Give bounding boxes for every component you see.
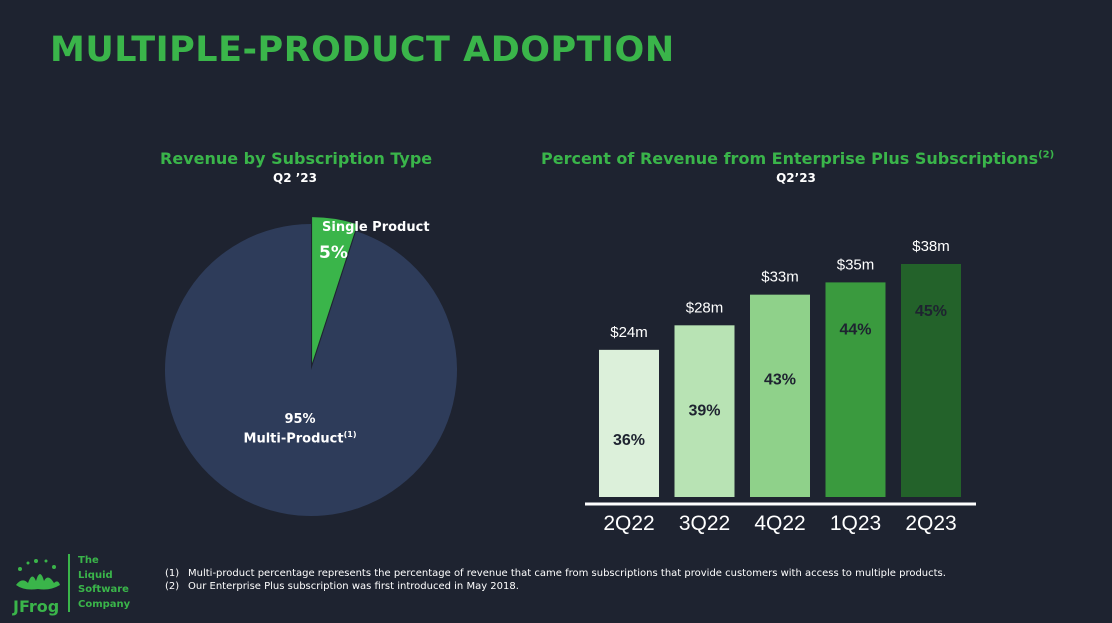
- x-tick-label: 2Q23: [905, 512, 956, 535]
- bar-value-label: $35m: [837, 256, 875, 273]
- tagline-line: Company: [78, 598, 131, 610]
- bar-chart-title-footnote: (2): [1038, 149, 1055, 161]
- footnote-1: (1) Multi-product percentage represents …: [165, 567, 946, 580]
- bar-value-label: $28m: [686, 299, 724, 316]
- pie-chart-title: Revenue by Subscription Type: [160, 149, 433, 168]
- bar-percent-label: 45%: [915, 303, 947, 320]
- bar-2Q22: [599, 349, 659, 497]
- bar-1Q23: [825, 282, 886, 497]
- footnote-mark: (1): [165, 568, 180, 579]
- x-tick-label: 3Q22: [679, 512, 730, 535]
- multi-product-percent: 95%: [284, 412, 316, 427]
- x-tick-label: 4Q22: [754, 512, 805, 535]
- pie-slice-multi-product: [165, 224, 457, 517]
- tagline-line: Software: [78, 584, 129, 595]
- multi-product-label-text: Multi-Product: [243, 431, 344, 447]
- logo-wordmark: JFrog: [12, 597, 59, 616]
- tagline-line: The: [78, 555, 99, 566]
- bar-percent-label: 43%: [764, 372, 796, 389]
- single-product-label: Single Product: [322, 220, 430, 235]
- bar-percent-label: 44%: [839, 321, 871, 338]
- pie-slice-single-product: [312, 217, 358, 364]
- bar-value-label: $38m: [912, 238, 950, 255]
- single-product-percent: 5%: [319, 243, 348, 263]
- logo-tagline: The Liquid Software Company: [68, 554, 130, 612]
- pie-chart-subtitle: Q2 ’23: [273, 171, 317, 185]
- multi-product-label: Multi-Product(1): [220, 430, 380, 446]
- slide-title: MULTIPLE-PRODUCT ADOPTION: [50, 30, 675, 70]
- bar-3Q22: [674, 325, 735, 497]
- bar-chart-title-text: Percent of Revenue from Enterprise Plus …: [541, 149, 1039, 168]
- tagline-line: Liquid: [78, 569, 113, 581]
- x-tick-label: 1Q23: [830, 512, 881, 535]
- bar-4Q22: [750, 294, 810, 497]
- bar-value-label: $33m: [761, 269, 799, 286]
- bar-chart-title: Percent of Revenue from Enterprise Plus …: [541, 149, 1055, 168]
- bar-percent-label: 36%: [613, 432, 645, 449]
- footnotes: (1) Multi-product percentage represents …: [165, 567, 946, 593]
- multi-product-footnote-mark: (1): [343, 430, 357, 439]
- bar-value-label: $24m: [610, 324, 648, 341]
- frog-splash-icon: JFrog: [12, 559, 60, 616]
- footnote-text: Our Enterprise Plus subscription was fir…: [188, 581, 519, 592]
- jfrog-logo: JFrog: [10, 555, 62, 622]
- footnote-text: Multi-product percentage represents the …: [188, 568, 946, 579]
- bar-2Q23: [901, 264, 961, 497]
- footnote-mark: (2): [165, 581, 180, 592]
- x-tick-label: 2Q22: [603, 512, 654, 535]
- footnote-2: (2) Our Enterprise Plus subscription was…: [165, 580, 946, 593]
- bar-chart-subtitle: Q2’23: [776, 171, 816, 185]
- bar-percent-label: 39%: [688, 402, 720, 419]
